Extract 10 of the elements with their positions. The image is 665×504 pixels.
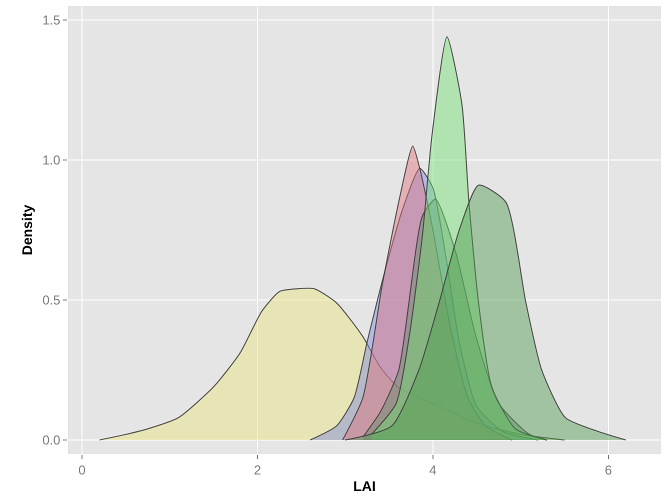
x-tick-label: 2 [254, 462, 262, 478]
y-tick-label: 0.5 [42, 292, 60, 308]
x-tick-label: 0 [78, 462, 86, 478]
x-axis-title: LAI [353, 478, 376, 494]
x-tick-label: 4 [429, 462, 437, 478]
y-tick-label: 1.0 [42, 152, 60, 168]
y-tick-label: 0.0 [42, 432, 60, 448]
y-tick-label: 1.5 [42, 12, 60, 28]
y-axis-title: Density [18, 204, 35, 256]
x-tick-label: 6 [604, 462, 612, 478]
